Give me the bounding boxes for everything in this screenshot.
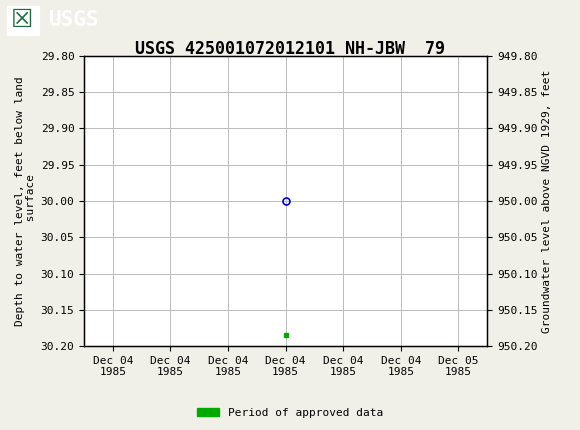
Text: USGS 425001072012101 NH-JBW  79: USGS 425001072012101 NH-JBW 79 xyxy=(135,40,445,58)
Y-axis label: Depth to water level, feet below land
 surface: Depth to water level, feet below land su… xyxy=(15,76,37,326)
Text: USGS: USGS xyxy=(49,10,100,31)
Text: ☒: ☒ xyxy=(11,9,33,32)
Legend: Period of approved data: Period of approved data xyxy=(193,403,387,422)
Y-axis label: Groundwater level above NGVD 1929, feet: Groundwater level above NGVD 1929, feet xyxy=(542,69,552,333)
FancyBboxPatch shape xyxy=(7,6,39,35)
